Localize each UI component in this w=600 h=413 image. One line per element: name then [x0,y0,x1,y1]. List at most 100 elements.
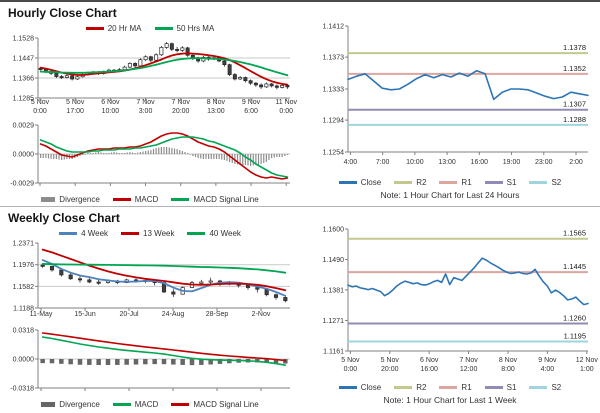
legend-item-macd-signal-line: MACD Signal Line [171,195,259,204]
weekly-chart-title: Weekly Close Chart [8,211,120,225]
x-tick-label: 8:00 [501,366,515,373]
legend-label: 13 Week [143,229,175,238]
y-tick-label: 1.1294 [323,118,345,125]
axes: 1.1412 1.1373 1.1333 1.1294 1.1254 4:00 7:00 10… [323,24,588,166]
y-tick-label: 1.1271 [323,318,345,325]
legend-item-macd-signal-line: MACD Signal Line [171,400,259,409]
y-tick-label: 1.1285 [13,96,35,103]
ma-line-50-hrs-ma [39,57,289,77]
close-line [347,69,589,101]
x-tick-label: 8 Nov [499,357,518,364]
x-tick-label: 0:00 [279,108,293,115]
legend-item-s1: S1 [484,178,516,187]
macd-signal-line [39,136,289,178]
x-tick-label: 4:00 [344,159,358,166]
x-tick-label: 5 Nov [31,99,50,106]
y-tick-label: 0.0000 [13,152,35,159]
y-tick-label: 1.1490 [323,257,345,264]
legend-item-20-hr-ma: 20 Hr MA [85,24,142,33]
weekly-macd-legend: Divergence MACD MACD Signal Line [0,398,300,411]
y-tick-label: 1.1333 [323,87,345,94]
legend-swatch-macd-signal-line [171,198,190,201]
x-tick-label: 2-Nov [252,311,271,318]
hourly-levels-note: Note: 1 Hour Chart for Last 24 Hours [380,190,520,200]
x-tick-label: 1:00 [580,366,594,373]
x-tick-label: 12:00 [460,366,478,373]
weekly-levels-legend: Close R2 R1 S1 S2 [300,381,600,394]
y-tick-label: 1.1600 [323,227,345,234]
legend-label: 20 Hr MA [107,24,142,33]
x-tick-label: 16:00 [471,159,489,166]
legend-item-r1: R1 [439,178,472,187]
x-tick-label: 7 Nov [172,99,191,106]
y-tick-label: 1.1373 [323,55,345,62]
level-label-s1: 1.1260 [563,313,586,322]
legend-item-40-week: 40 Week [187,229,241,238]
weekly-levels-panel: 1.1600 1.1490 1.1381 1.1271 1.1161 5 Nov 0:00 5… [300,207,600,412]
legend-item-close: Close [338,178,382,187]
macd-line [41,336,287,367]
x-tick-label: 7:00 [376,159,390,166]
legend-swatch-13-week [121,232,140,235]
weekly-price-panel: Weekly Close Chart 4 Week 13 Week 40 Week … [0,207,300,412]
legend-item-macd: MACD [112,400,158,409]
x-tick-label: 8 Nov [207,99,226,106]
legend-swatch-divergence [41,197,56,202]
level-label-s2: 1.1195 [564,332,586,341]
x-tick-label: 13:00 [438,159,456,166]
weekly-price-legend: 4 Week 13 Week 40 Week [0,227,300,240]
y-tick-label: 1.1976 [13,262,35,269]
ma-line-40-week [41,262,287,274]
x-tick-label: 6 Nov [101,99,120,106]
legend-item-s2: S2 [529,383,561,392]
hourly-levels-panel: 1.1412 1.1373 1.1333 1.1294 1.1254 4:00 7:00 10… [300,2,600,206]
hourly-levels-legend: Close R2 R1 S1 S2 [300,176,600,189]
x-tick-label: 2:00 [569,159,583,166]
x-tick-label: 0:00 [33,108,47,115]
legend-label: R1 [461,383,472,392]
legend-swatch-s1 [484,181,503,184]
legend-label: 50 Hrs MA [176,24,215,33]
y-tick-label: 1.1188 [13,306,34,313]
legend-swatch-50-hrs-ma [154,27,173,30]
candles [38,41,290,90]
legend-label: Close [360,178,382,187]
legend-swatch-r1 [439,386,458,389]
x-tick-label: 6:00 [244,108,258,115]
x-tick-label: 10:00 [406,159,424,166]
legend-item-4-week: 4 Week [59,229,108,238]
weekly-levels-note: Note: 1 Hour Chart for Last 1 Week [383,395,517,405]
legend-swatch-s2 [529,181,548,184]
legend-item-s2: S2 [529,178,561,187]
x-tick-label: 7 Nov [136,99,155,106]
x-tick-label: 9 Nov [538,357,557,364]
legend-swatch-macd [112,403,131,406]
y-tick-label: 1.1582 [13,284,35,291]
x-tick-label: 19:00 [503,159,521,166]
legend-label: MACD [134,195,159,204]
close-line [347,257,589,306]
x-tick-label: 20:00 [381,366,399,373]
legend-label: R1 [461,178,472,187]
y-tick-label: 1.2371 [13,241,35,248]
legend-label: R2 [416,178,427,187]
x-tick-label: 12 Nov [576,357,599,364]
x-tick-label: 16:00 [420,366,438,373]
legend-swatch-macd-signal-line [171,403,190,406]
x-tick-label: 5 Nov [341,357,360,364]
x-tick-label: 20:00 [172,108,190,115]
legend-swatch-close [338,386,357,389]
x-tick-label: 10:00 [102,108,120,115]
divergence-bars [40,147,288,166]
legend-swatch-close [338,181,357,184]
x-tick-label: 5 Nov [381,357,400,364]
y-tick-label: 1.1254 [323,150,345,157]
level-label-r1: 1.1352 [563,64,586,73]
x-tick-label: 24-Aug [162,311,185,318]
legend-label: 40 Week [209,229,241,238]
x-tick-label: 11 Nov [275,99,297,106]
legend-item-r1: R1 [439,383,472,392]
